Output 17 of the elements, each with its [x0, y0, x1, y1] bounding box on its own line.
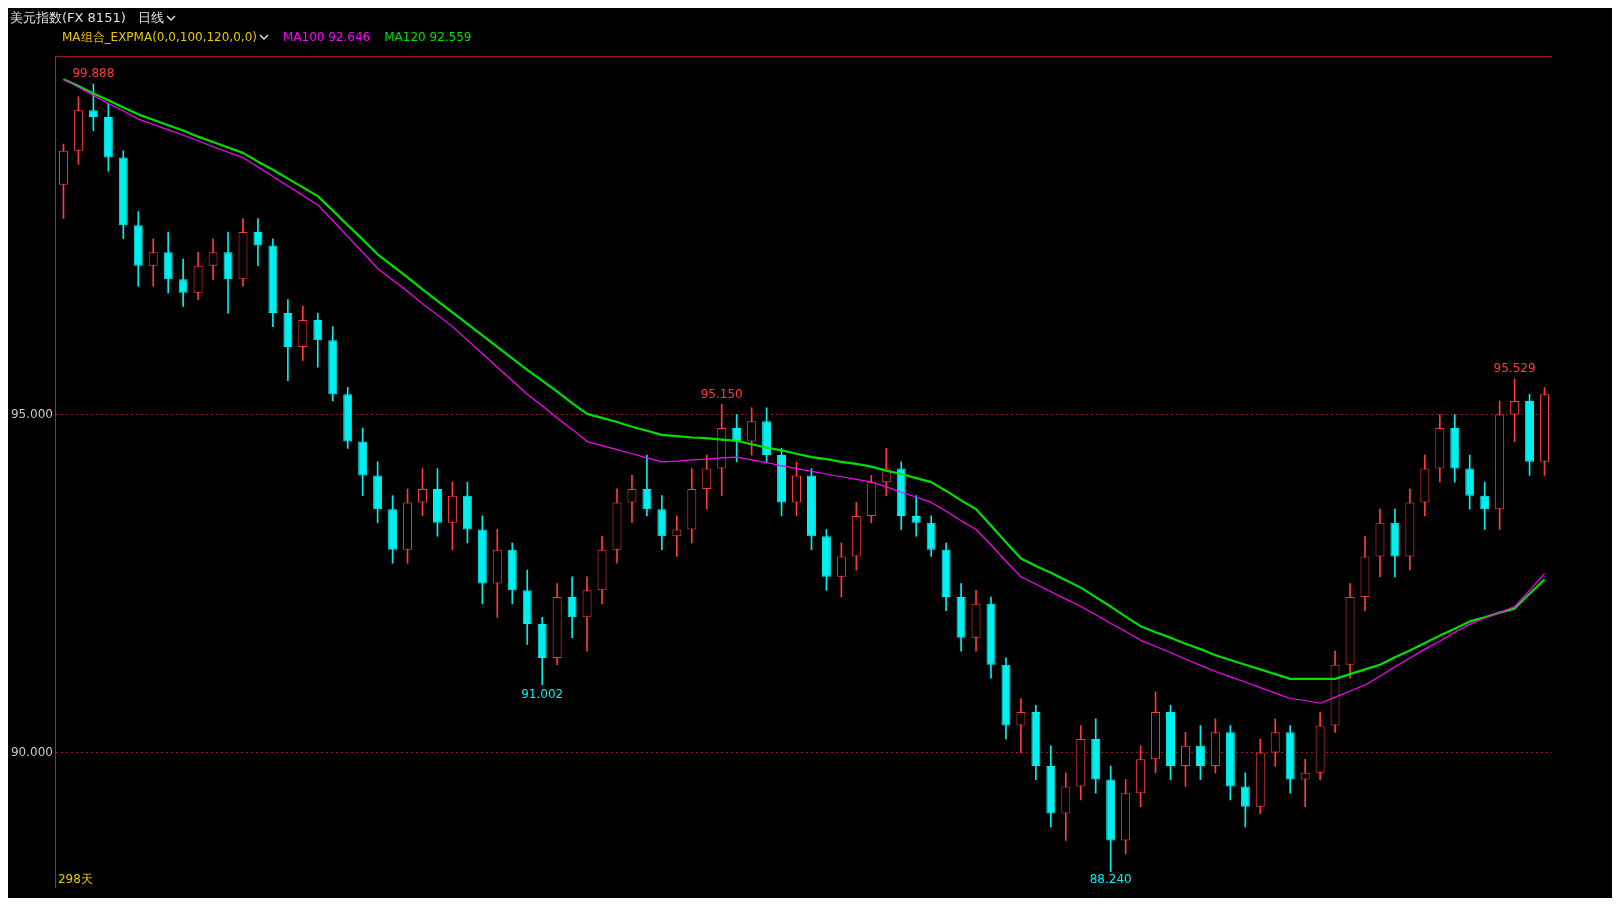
y-tick-label: 90.000: [10, 744, 53, 759]
text: MA120 92.559: [384, 30, 472, 44]
candlestick: [672, 515, 682, 557]
candlestick: [911, 495, 921, 537]
annotation: 298天: [57, 871, 93, 886]
annotation: 99.888: [72, 66, 115, 81]
candlestick: [1016, 698, 1026, 753]
annotation: 95.529: [1493, 360, 1536, 375]
candlestick: [1300, 759, 1310, 807]
annotation: 88.240: [1089, 871, 1132, 886]
text: MA100 92.646: [282, 30, 371, 44]
legend-title: MA组合_EXPMA(0,0,100,120,0,0): [62, 28, 258, 46]
y-tick-label: 95.000: [10, 406, 53, 421]
chart-title: 美元指数(FX 8151): [10, 9, 126, 27]
annotation: 95.150: [700, 386, 743, 401]
chart-subtitle: 日线: [137, 9, 165, 27]
annotation: 91.002: [521, 686, 564, 701]
